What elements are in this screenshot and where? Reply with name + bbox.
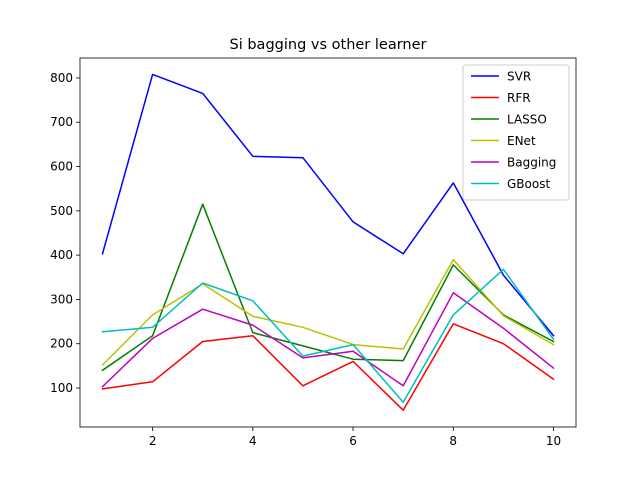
y-tick-label: 400: [50, 248, 73, 262]
y-tick-label: 700: [50, 115, 73, 129]
y-axis: 100 200 300 400 500 600 700 800: [50, 71, 80, 395]
legend-label-bagging: Bagging: [507, 156, 556, 170]
x-tick-label: 10: [546, 434, 561, 448]
x-tick-label: 6: [349, 434, 357, 448]
legend-label-gboost: GBoost: [507, 177, 550, 191]
series-line-bagging: [101, 292, 555, 388]
legend-label-svr: SVR: [507, 70, 531, 84]
x-axis: 2 4 6 8 10: [149, 427, 561, 448]
y-tick-label: 500: [50, 204, 73, 218]
legend-label-rfr: RFR: [507, 91, 531, 105]
y-tick-label: 300: [50, 292, 73, 306]
x-tick-label: 8: [449, 434, 457, 448]
series-line-lasso: [101, 203, 555, 372]
y-tick-label: 600: [50, 160, 73, 174]
legend-label-lasso: LASSO: [507, 113, 547, 127]
series-line-enet: [101, 258, 555, 367]
series-line-rfr: [101, 323, 555, 411]
y-tick-label: 100: [50, 381, 73, 395]
legend-label-enet: ENet: [507, 134, 536, 148]
plot-frame: [79, 57, 577, 428]
y-tick-label: 800: [50, 71, 73, 85]
chart-title: Si bagging vs other learner: [230, 37, 427, 53]
series-line-gboost: [101, 268, 555, 403]
y-tick-label: 200: [50, 337, 73, 351]
legend: SVR RFR LASSO ENet Bagging GBoost: [462, 64, 570, 201]
x-tick-label: 2: [149, 434, 157, 448]
legend-box: [462, 64, 570, 201]
series-layer: [101, 73, 555, 411]
series-line-svr: [101, 73, 555, 337]
x-tick-label: 4: [249, 434, 257, 448]
